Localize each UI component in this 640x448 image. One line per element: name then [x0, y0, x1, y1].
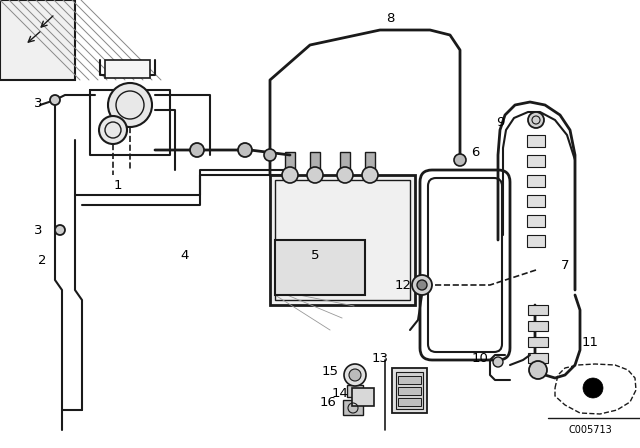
Bar: [398, 376, 421, 384]
Circle shape: [108, 83, 152, 127]
Text: 5: 5: [311, 249, 319, 262]
Bar: [396, 372, 423, 409]
Bar: [527, 235, 545, 247]
Bar: [310, 152, 320, 172]
Text: 16: 16: [319, 396, 337, 409]
Circle shape: [99, 116, 127, 144]
Text: 3: 3: [34, 96, 42, 109]
Circle shape: [282, 167, 298, 183]
Bar: [528, 353, 548, 363]
Bar: [365, 152, 375, 172]
Bar: [270, 175, 415, 305]
Text: 9: 9: [496, 116, 504, 129]
Bar: [0, 0, 75, 80]
Bar: [528, 321, 548, 331]
Text: 11: 11: [582, 336, 598, 349]
Circle shape: [307, 167, 323, 183]
Text: 15: 15: [321, 365, 339, 378]
Text: 1: 1: [114, 178, 122, 191]
Bar: [398, 398, 421, 406]
Bar: [527, 175, 545, 187]
Text: 6: 6: [471, 146, 479, 159]
Text: 12: 12: [394, 279, 412, 292]
Bar: [528, 337, 548, 347]
Circle shape: [190, 143, 204, 157]
Text: 4: 4: [181, 249, 189, 262]
Bar: [527, 155, 545, 167]
Circle shape: [412, 275, 432, 295]
Circle shape: [344, 364, 366, 386]
Text: 7: 7: [561, 258, 569, 271]
Circle shape: [50, 95, 60, 105]
Text: 14: 14: [332, 387, 348, 400]
Circle shape: [454, 154, 466, 166]
Text: 8: 8: [386, 12, 394, 25]
Circle shape: [493, 357, 503, 367]
Text: 2: 2: [38, 254, 46, 267]
Bar: [527, 135, 545, 147]
Text: 3: 3: [34, 224, 42, 237]
Circle shape: [583, 378, 603, 398]
Circle shape: [362, 167, 378, 183]
Bar: [347, 385, 363, 397]
Circle shape: [264, 149, 276, 161]
Bar: [528, 305, 548, 315]
Circle shape: [238, 143, 252, 157]
Circle shape: [529, 361, 547, 379]
Bar: [340, 152, 350, 172]
Circle shape: [528, 112, 544, 128]
Bar: [275, 180, 410, 300]
Bar: [392, 368, 427, 413]
Bar: [527, 215, 545, 227]
Bar: [105, 60, 150, 78]
Circle shape: [417, 280, 427, 290]
Bar: [285, 152, 295, 172]
Bar: [398, 387, 421, 395]
Text: C005713: C005713: [568, 425, 612, 435]
Bar: [275, 240, 365, 295]
Text: 10: 10: [472, 352, 488, 365]
Bar: [527, 195, 545, 207]
Circle shape: [55, 225, 65, 235]
Circle shape: [337, 167, 353, 183]
Bar: [343, 400, 363, 415]
Text: 13: 13: [371, 352, 388, 365]
Bar: [352, 388, 374, 406]
Circle shape: [349, 369, 361, 381]
